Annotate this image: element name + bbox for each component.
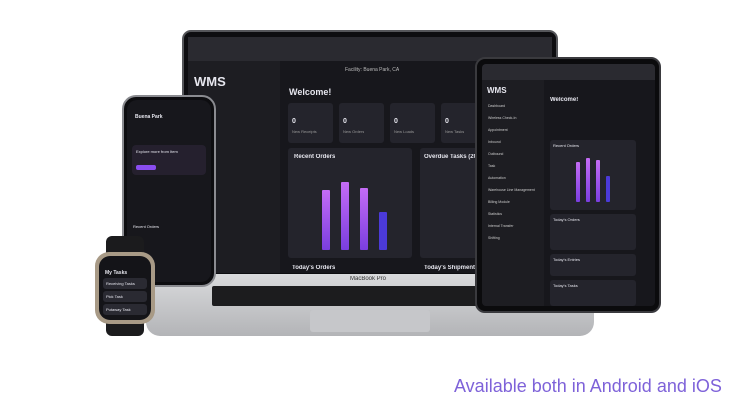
promo-card: Explore more from Item xyxy=(132,145,206,175)
nav-item: Outbound xyxy=(488,152,504,156)
site: Buena Park xyxy=(135,114,163,120)
watch-screen: My Tasks Receiving Tasks Pick Task Putaway… xyxy=(99,256,151,320)
nav-item: Dashboard xyxy=(488,104,506,108)
panel-title: Recent Orders xyxy=(553,143,580,148)
tile-value: 0 xyxy=(394,118,398,125)
tiles: 0 New Receipts 0 New Orders 0 New Loads 0 New T… xyxy=(288,103,498,143)
task-item: Receiving Tasks xyxy=(103,278,147,289)
nav-item: Appointment xyxy=(488,128,508,132)
panel-title: Today's Entries xyxy=(553,257,580,262)
tile: 0 New Loads xyxy=(390,103,435,143)
nav-item: Warehouse Line Management xyxy=(488,188,535,192)
bar-illustration xyxy=(596,160,600,202)
trackpad xyxy=(310,310,430,332)
tablet-sidebar xyxy=(482,80,544,306)
keyboard xyxy=(212,286,526,306)
bar-illustration xyxy=(586,158,590,202)
panel-title: Today's Shipments xyxy=(424,265,479,271)
nav-item: Wireless Check-In xyxy=(488,116,517,120)
nav-item: Statistics xyxy=(488,212,503,216)
panel: Today's Orders xyxy=(550,214,636,250)
caption: Available both in Android and iOS xyxy=(454,376,722,396)
laptop-label: MacBook Pro xyxy=(350,276,387,282)
bar-illustration xyxy=(576,162,580,202)
bar-illustration xyxy=(322,190,330,250)
task-item: Putaway Task xyxy=(103,304,147,315)
welcome: Welcome! xyxy=(550,97,579,103)
panel: Today's Tasks xyxy=(550,280,636,306)
panel: Today's Entries xyxy=(550,254,636,276)
tile-label: New Tasks xyxy=(445,129,465,134)
facility: Facility: Buena Park, CA xyxy=(345,67,400,73)
tile-label: New Receipts xyxy=(292,129,317,134)
watch-title: My Tasks xyxy=(105,270,128,276)
tile-value: 0 xyxy=(292,118,296,125)
nav-item: Automation xyxy=(488,176,506,180)
nav-item: Shifting xyxy=(488,236,500,240)
panel-title: Today's Tasks xyxy=(553,283,578,288)
bar-illustration xyxy=(341,182,349,250)
bar-illustration xyxy=(606,176,610,202)
tile: 0 New Orders xyxy=(339,103,384,143)
nav-item: Billing Module xyxy=(488,200,510,204)
promo-button xyxy=(136,165,156,170)
watch-tasks: Receiving Tasks Pick Task Putaway Task xyxy=(103,278,147,318)
promo-text: Explore more from Item xyxy=(136,149,178,154)
tile-label: New Orders xyxy=(343,129,365,134)
app-name: WMS xyxy=(194,74,226,89)
nav-item: Task xyxy=(488,164,496,168)
bar-illustration xyxy=(379,212,387,250)
tablet-browser-bar xyxy=(482,64,655,80)
recent-orders-panel: Recent Orders xyxy=(288,148,412,258)
panel-title: Today's Orders xyxy=(292,265,336,271)
panel-title: Recent Orders xyxy=(294,154,336,160)
bar-illustration xyxy=(360,188,368,250)
nav-item: Inbound xyxy=(488,140,501,144)
nav-item: Internal Transfer xyxy=(488,224,514,228)
tile-value: 0 xyxy=(445,118,449,125)
tablet-screen: WMS Dashboard Wireless Check-In Appointmen… xyxy=(482,64,655,306)
app-name: WMS xyxy=(487,86,507,95)
panel: Recent Orders xyxy=(550,140,636,210)
tablet-nav: Dashboard Wireless Check-In Appointment Inb… xyxy=(488,104,544,254)
panel-title: Recent Orders xyxy=(133,224,160,229)
tile-value: 0 xyxy=(343,118,347,125)
welcome: Welcome! xyxy=(289,87,332,97)
task-item: Pick Task xyxy=(103,291,147,302)
tile: 0 New Receipts xyxy=(288,103,333,143)
panel-title: Overdue Tasks (20) xyxy=(424,154,479,160)
tile-label: New Loads xyxy=(394,129,415,134)
panel-title: Today's Orders xyxy=(553,217,580,222)
